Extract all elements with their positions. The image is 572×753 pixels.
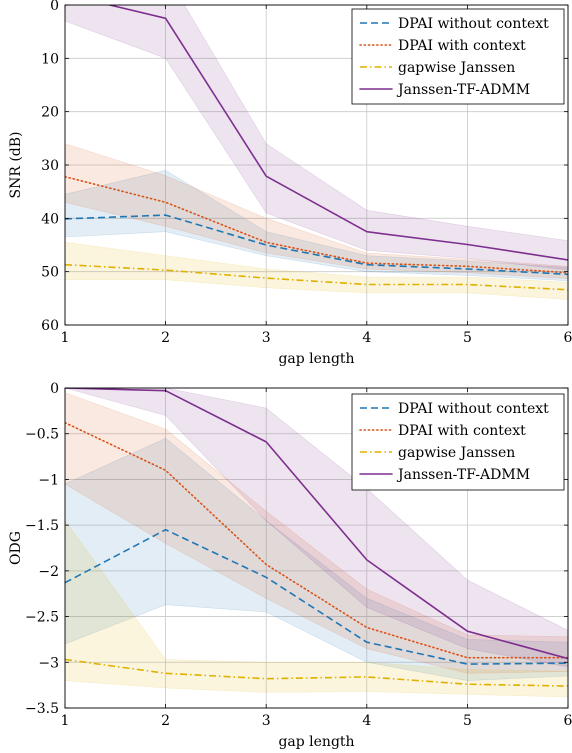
series-line-janssen-tf-admm <box>65 388 568 660</box>
band-dpai-with-context <box>65 392 568 674</box>
y-tick-label: −3.5 <box>25 701 59 717</box>
x-tick-label: 4 <box>362 713 371 729</box>
legend-box <box>351 8 565 105</box>
x-tick-label: 5 <box>463 713 472 729</box>
y-tick-label: 0 <box>50 381 59 397</box>
y-axis-label: SNR (dB) <box>8 131 24 198</box>
x-axis-label: gap length <box>278 351 354 367</box>
y-tick-label: 60 <box>41 318 59 334</box>
y-tick-label: −2.5 <box>25 610 59 626</box>
x-tick-label: 2 <box>161 713 170 729</box>
legend-label: DPAI without context <box>398 401 549 417</box>
legend-label: gapwise Janssen <box>398 445 515 461</box>
series-line-gapwise-janssen <box>65 263 568 291</box>
legend-label: DPAI with context <box>398 423 526 439</box>
y-axis-label: ODG <box>8 531 24 565</box>
band-janssen-tf-admm <box>65 388 568 668</box>
legend-label: DPAI without context <box>398 16 549 32</box>
x-tick-label: 1 <box>61 713 70 729</box>
y-tick-label: 20 <box>41 105 59 121</box>
series-line-dpai-with-context <box>65 175 568 274</box>
series-line-dpai-with-context <box>65 421 568 659</box>
y-tick-label: 50 <box>41 265 59 281</box>
y-tick-label: 0 <box>50 0 59 14</box>
band-dpai-without-context <box>65 169 568 282</box>
x-tick-label: 5 <box>463 330 472 346</box>
x-tick-label: 4 <box>362 330 371 346</box>
y-tick-label: −1 <box>38 472 59 488</box>
y-tick-label: −0.5 <box>25 427 59 443</box>
y-tick-label: 40 <box>41 211 59 227</box>
series-lines <box>65 388 568 687</box>
legend: DPAI without context DPAI with context gap… <box>351 393 565 491</box>
band-gapwise-janssen <box>65 520 568 698</box>
y-tick-label: −3 <box>38 655 59 671</box>
x-tick-label: 6 <box>564 330 572 346</box>
legend-label: Janssen-TF-ADMM <box>396 82 530 98</box>
bands <box>65 388 568 698</box>
band-janssen-tf-admm <box>65 5 568 271</box>
legend-label: DPAI with context <box>398 38 526 54</box>
x-tick-label: 1 <box>61 330 70 346</box>
y-tick-label: 30 <box>41 158 59 174</box>
series-line-dpai-without-context <box>65 528 568 665</box>
y-tick-label: 10 <box>41 51 59 67</box>
odg-chart: 1 2 3 4 5 6 0 −0.5 −1 −1.5 −2 −2.5 −3 −3.5 gap length O… <box>8 381 572 750</box>
plot-frame <box>64 387 569 709</box>
series-lines <box>65 5 568 291</box>
series-line-gapwise-janssen <box>65 658 568 687</box>
legend-label: Janssen-TF-ADMM <box>396 467 530 483</box>
x-axis-label: gap length <box>278 734 354 750</box>
x-tick-label: 3 <box>262 713 271 729</box>
legend: DPAI without context DPAI with context gap… <box>351 8 565 105</box>
series-line-janssen-tf-admm <box>106 5 568 261</box>
x-tick-label: 3 <box>262 330 271 346</box>
legend-label: gapwise Janssen <box>398 60 515 76</box>
band-dpai-with-context <box>65 143 568 279</box>
series-line-dpai-without-context <box>65 214 568 276</box>
y-tick-label: −1.5 <box>25 518 59 534</box>
x-tick-label: 2 <box>161 330 170 346</box>
y-tick-label: −2 <box>38 564 59 580</box>
band-dpai-without-context <box>65 437 568 681</box>
x-tick-label: 6 <box>564 713 572 729</box>
